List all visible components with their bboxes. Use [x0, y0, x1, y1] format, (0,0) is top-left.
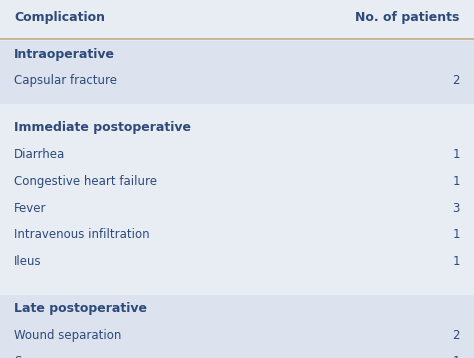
Text: 1: 1: [452, 175, 460, 188]
Text: 1: 1: [452, 148, 460, 161]
Text: Congestive heart failure: Congestive heart failure: [14, 175, 157, 188]
Text: Intravenous infiltration: Intravenous infiltration: [14, 228, 150, 241]
Text: Intraoperative: Intraoperative: [14, 48, 115, 61]
Bar: [0, 295, 474, 358]
Text: 1: 1: [452, 255, 460, 268]
Text: Complication: Complication: [14, 11, 105, 24]
Text: 2: 2: [452, 74, 460, 87]
Bar: [0, 115, 474, 285]
Text: Diarrhea: Diarrhea: [14, 148, 65, 161]
Text: Immediate postoperative: Immediate postoperative: [14, 121, 191, 134]
Text: Late postoperative: Late postoperative: [14, 302, 147, 315]
Text: No. of patients: No. of patients: [356, 11, 460, 24]
Text: 2: 2: [452, 329, 460, 342]
Bar: [0, 41, 474, 104]
Text: 1: 1: [452, 228, 460, 241]
Text: Fever: Fever: [14, 202, 47, 214]
Text: Wound separation: Wound separation: [14, 329, 122, 342]
Text: Capsular fracture: Capsular fracture: [14, 74, 117, 87]
Text: 1: 1: [452, 355, 460, 358]
Text: Ileus: Ileus: [14, 255, 42, 268]
Text: 3: 3: [452, 202, 460, 214]
Text: Syncope: Syncope: [14, 355, 64, 358]
